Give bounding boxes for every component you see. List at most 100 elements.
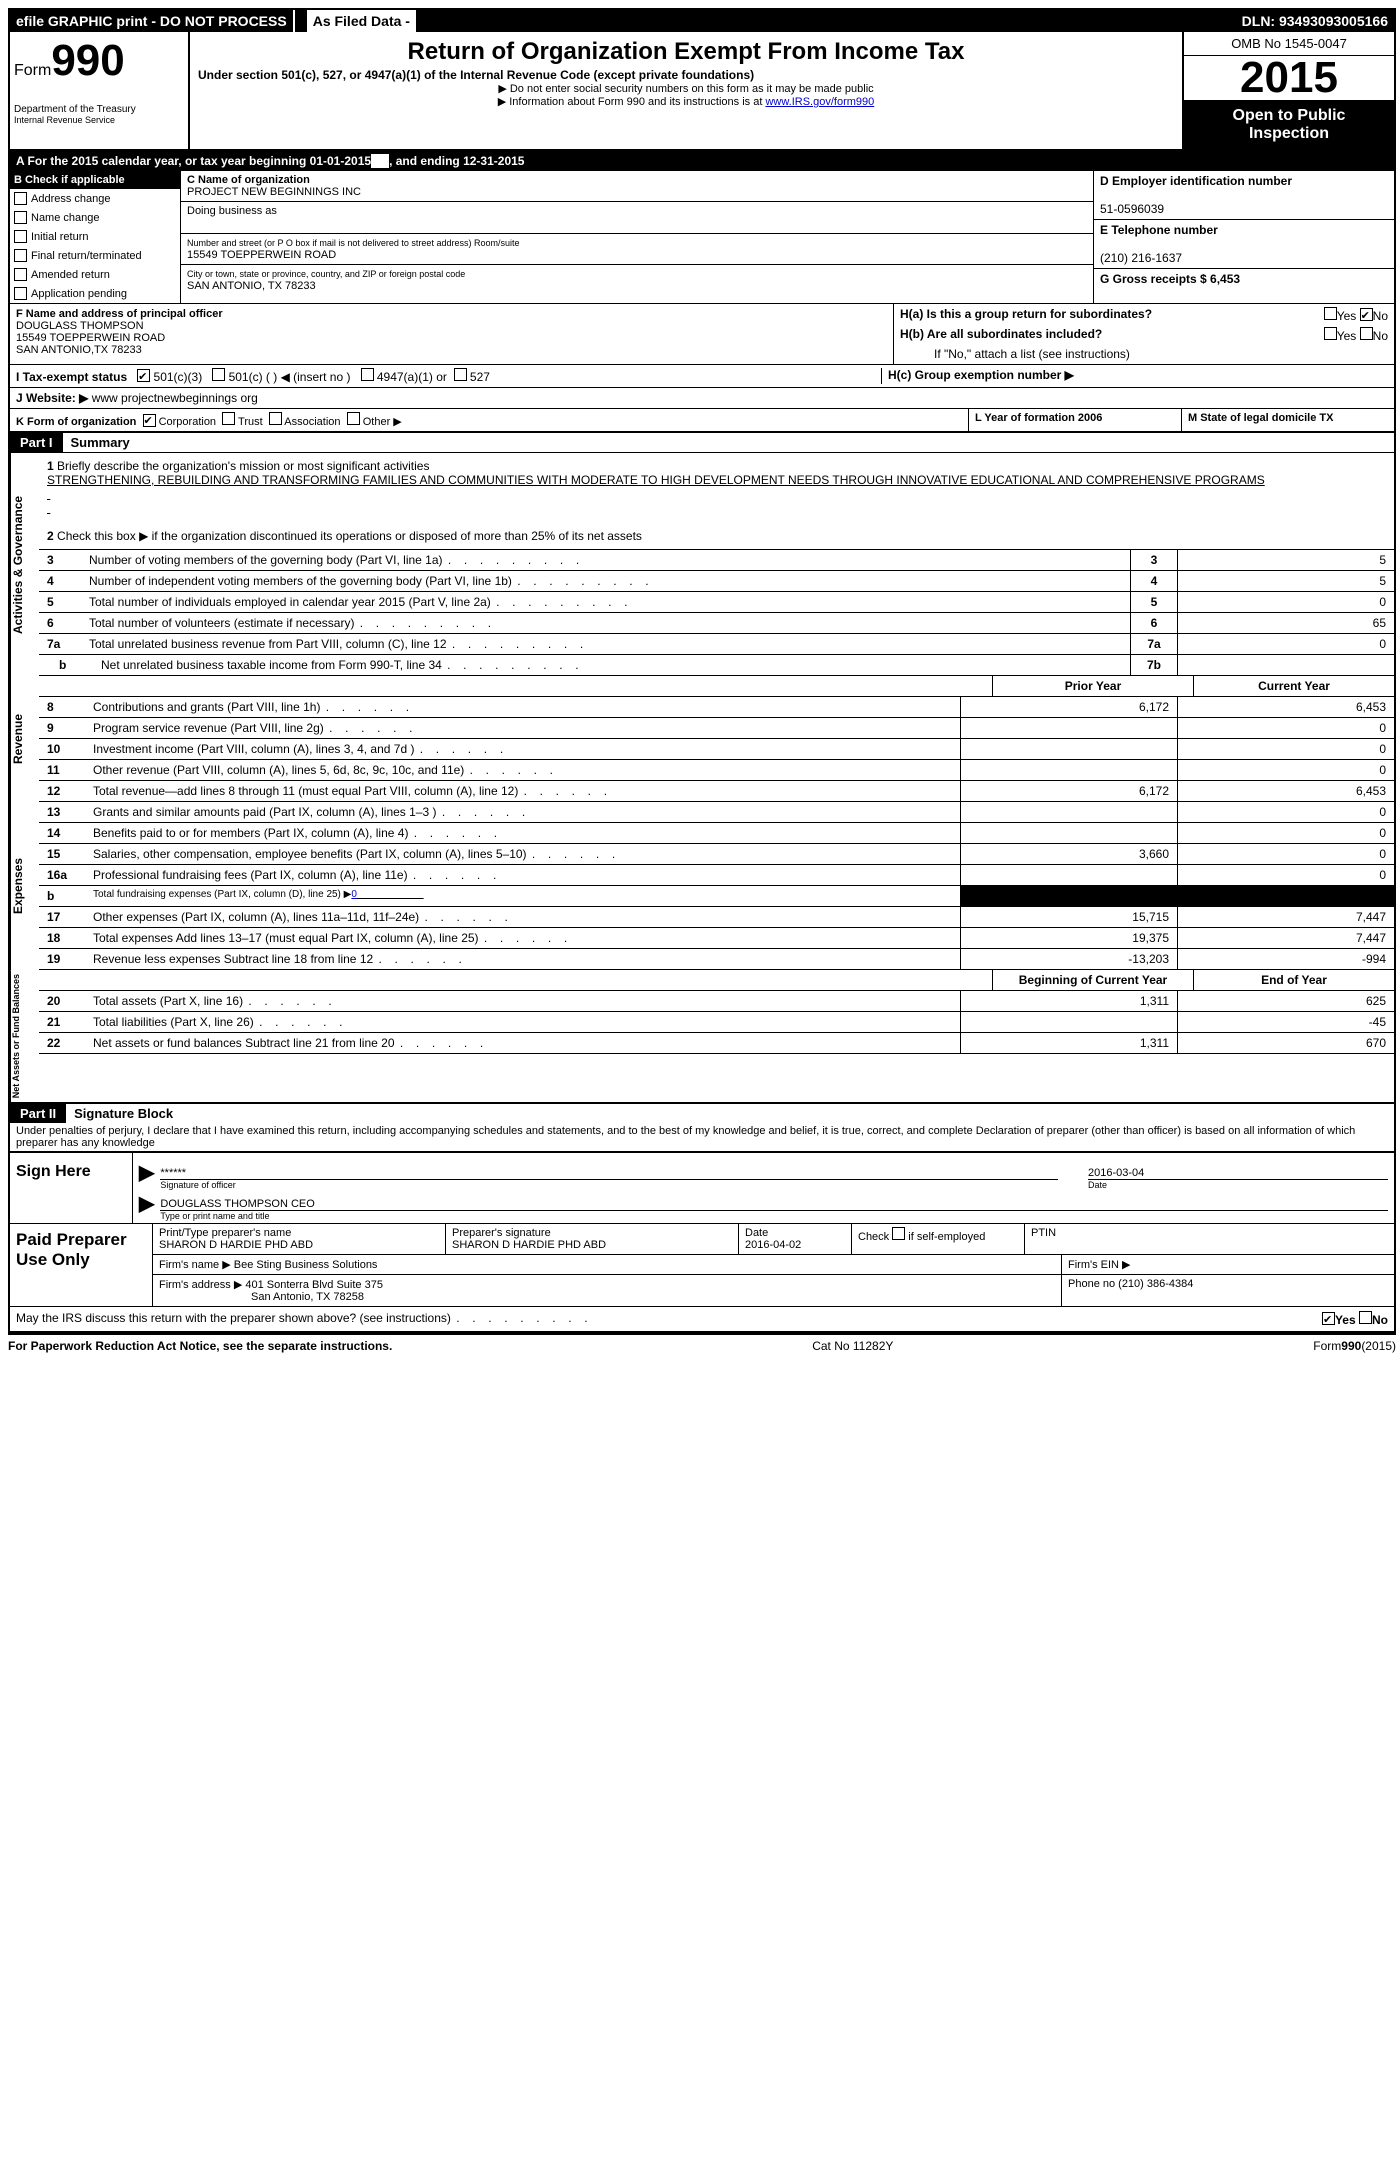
- gov-row: 6Total number of volunteers (estimate if…: [39, 613, 1394, 634]
- gross-receipts: G Gross receipts $ 6,453: [1100, 272, 1240, 286]
- org-name-label: C Name of organization: [187, 174, 310, 186]
- col-prior-year: Prior Year: [992, 676, 1193, 696]
- ein-value: 51-0596039: [1100, 202, 1164, 216]
- officer-signature: ******: [160, 1167, 1058, 1180]
- form-990-container: efile GRAPHIC print - DO NOT PROCESS As …: [8, 8, 1396, 1335]
- col-end: End of Year: [1193, 970, 1394, 990]
- gov-row: bNet unrelated business taxable income f…: [39, 655, 1394, 676]
- firm-addr1: 401 Sonterra Blvd Suite 375: [245, 1279, 383, 1291]
- cat-number: Cat No 11282Y: [812, 1339, 893, 1353]
- chk-discuss-yes[interactable]: [1322, 1312, 1335, 1325]
- chk-501c3[interactable]: [137, 369, 150, 382]
- part-i-header: Part ISummary: [10, 433, 1394, 453]
- chk-4947[interactable]: [361, 368, 374, 381]
- line-k: K Form of organization Corporation Trust…: [10, 408, 1394, 433]
- phone-label: E Telephone number: [1100, 223, 1218, 237]
- lbl-amended: Amended return: [31, 269, 110, 281]
- org-street: 15549 TOEPPERWEIN ROAD: [187, 249, 336, 261]
- principal-officer: F Name and address of principal officer …: [10, 304, 893, 364]
- irs-link[interactable]: www.IRS.gov/form990: [765, 96, 874, 108]
- yes-label: Yes: [1337, 309, 1357, 323]
- perjury-declaration: Under penalties of perjury, I declare th…: [10, 1123, 1394, 1151]
- chk-final[interactable]: [14, 249, 27, 262]
- org-name: PROJECT NEW BEGINNINGS INC: [187, 186, 361, 198]
- chk-ha-yes[interactable]: [1324, 307, 1337, 320]
- firm-name: Bee Sting Business Solutions: [234, 1259, 378, 1271]
- col-d-ein: D Employer identification number51-05960…: [1093, 171, 1394, 303]
- mission-block: 1 Briefly describe the organization's mi…: [39, 453, 1394, 550]
- firm-name-label: Firm's name ▶: [159, 1259, 234, 1271]
- tax-exempt-label: I Tax-exempt status: [16, 370, 127, 384]
- street-label: Number and street (or P O box if mail is…: [187, 238, 519, 248]
- hc-label: H(c) Group exemption number ▶: [888, 368, 1074, 382]
- chk-trust[interactable]: [222, 412, 235, 425]
- firm-addr-label: Firm's address ▶: [159, 1279, 245, 1291]
- lbl-app-pending: Application pending: [31, 288, 127, 300]
- summary-expenses: Expenses 13Grants and similar amounts pa…: [10, 802, 1394, 970]
- lbl-4947: 4947(a)(1) or: [377, 370, 447, 384]
- efile-notice: efile GRAPHIC print - DO NOT PROCESS: [10, 10, 293, 32]
- section-fh: F Name and address of principal officer …: [10, 303, 1394, 364]
- prep-date-label: Date: [745, 1227, 768, 1239]
- col-c-org: C Name of organizationPROJECT NEW BEGINN…: [181, 171, 1093, 303]
- chk-discuss-no[interactable]: [1359, 1311, 1372, 1324]
- lbl-address-change: Address change: [31, 193, 111, 205]
- chk-hb-yes[interactable]: [1324, 327, 1337, 340]
- row-16b: b Total fundraising expenses (Part IX, c…: [39, 886, 1394, 907]
- chk-corp[interactable]: [143, 414, 156, 427]
- firm-phone: Phone no (210) 386-4384: [1062, 1275, 1394, 1306]
- data-row: 8Contributions and grants (Part VIII, li…: [39, 697, 1394, 718]
- gov-row: 4Number of independent voting members of…: [39, 571, 1394, 592]
- footer-form-num: 990: [1341, 1339, 1361, 1353]
- data-row: 9Program service revenue (Part VIII, lin…: [39, 718, 1394, 739]
- chk-501c[interactable]: [212, 368, 225, 381]
- data-row: 18Total expenses Add lines 13–17 (must e…: [39, 928, 1394, 949]
- chk-527[interactable]: [454, 368, 467, 381]
- q2-text: Check this box ▶ if the organization dis…: [57, 529, 642, 543]
- irs-label: Internal Revenue Service: [14, 115, 184, 125]
- data-row: 22Net assets or fund balances Subtract l…: [39, 1033, 1394, 1054]
- prep-sig-label: Preparer's signature: [452, 1227, 551, 1239]
- lbl-501c: 501(c) ( ) ◀ (insert no ): [229, 370, 351, 384]
- form-word: Form: [14, 62, 51, 79]
- info-notice: ▶ Information about Form 990 and its ins…: [198, 95, 1174, 108]
- chk-self-emp[interactable]: [892, 1227, 905, 1240]
- arrow-icon: ▶: [139, 1198, 160, 1221]
- chk-initial[interactable]: [14, 230, 27, 243]
- officer-name: DOUGLASS THOMPSON CEO: [160, 1198, 1388, 1211]
- chk-hb-no[interactable]: [1360, 327, 1373, 340]
- summary-revenue: Revenue Prior Year Current Year 8Contrib…: [10, 676, 1394, 802]
- part-ii-header: Part IISignature Block: [10, 1104, 1394, 1123]
- state-domicile: M State of legal domicile TX: [1188, 412, 1333, 424]
- chk-other[interactable]: [347, 412, 360, 425]
- chk-name[interactable]: [14, 211, 27, 224]
- discuss-text: May the IRS discuss this return with the…: [16, 1311, 451, 1325]
- arrow-icon: ▶: [139, 1167, 160, 1190]
- summary-netassets: Net Assets or Fund Balances Beginning of…: [10, 970, 1394, 1104]
- data-row: 11Other revenue (Part VIII, column (A), …: [39, 760, 1394, 781]
- hb-label: H(b) Are all subordinates included?: [900, 327, 1102, 341]
- data-row: 13Grants and similar amounts paid (Part …: [39, 802, 1394, 823]
- line-i: I Tax-exempt status 501(c)(3) 501(c) ( )…: [10, 364, 1394, 387]
- data-row: 10Investment income (Part VIII, column (…: [39, 739, 1394, 760]
- paperwork-notice: For Paperwork Reduction Act Notice, see …: [8, 1339, 392, 1353]
- data-row: 17Other expenses (Part IX, column (A), l…: [39, 907, 1394, 928]
- chk-ha-no[interactable]: [1360, 308, 1373, 321]
- col-current-year: Current Year: [1193, 676, 1394, 696]
- side-label-revenue: Revenue: [10, 676, 39, 802]
- chk-assoc[interactable]: [269, 412, 282, 425]
- footer-form-year: (2015): [1361, 1339, 1396, 1353]
- form-org-label: K Form of organization: [16, 416, 136, 428]
- dba-label: Doing business as: [187, 205, 277, 217]
- phone-value: (210) 216-1637: [1100, 251, 1182, 265]
- side-label-governance: Activities & Governance: [10, 453, 39, 676]
- chk-pending[interactable]: [14, 287, 27, 300]
- col-b-checkboxes: B Check if applicable Address change Nam…: [10, 171, 181, 303]
- discuss-row: May the IRS discuss this return with the…: [10, 1306, 1394, 1333]
- chk-address[interactable]: [14, 192, 27, 205]
- chk-amended[interactable]: [14, 268, 27, 281]
- form-title: Return of Organization Exempt From Incom…: [198, 38, 1174, 66]
- line-j-website: J Website: ▶ www projectnewbeginnings or…: [10, 387, 1394, 408]
- paid-preparer-label: Paid Preparer Use Only: [10, 1224, 153, 1306]
- prep-sig: SHARON D HARDIE PHD ABD: [452, 1239, 606, 1251]
